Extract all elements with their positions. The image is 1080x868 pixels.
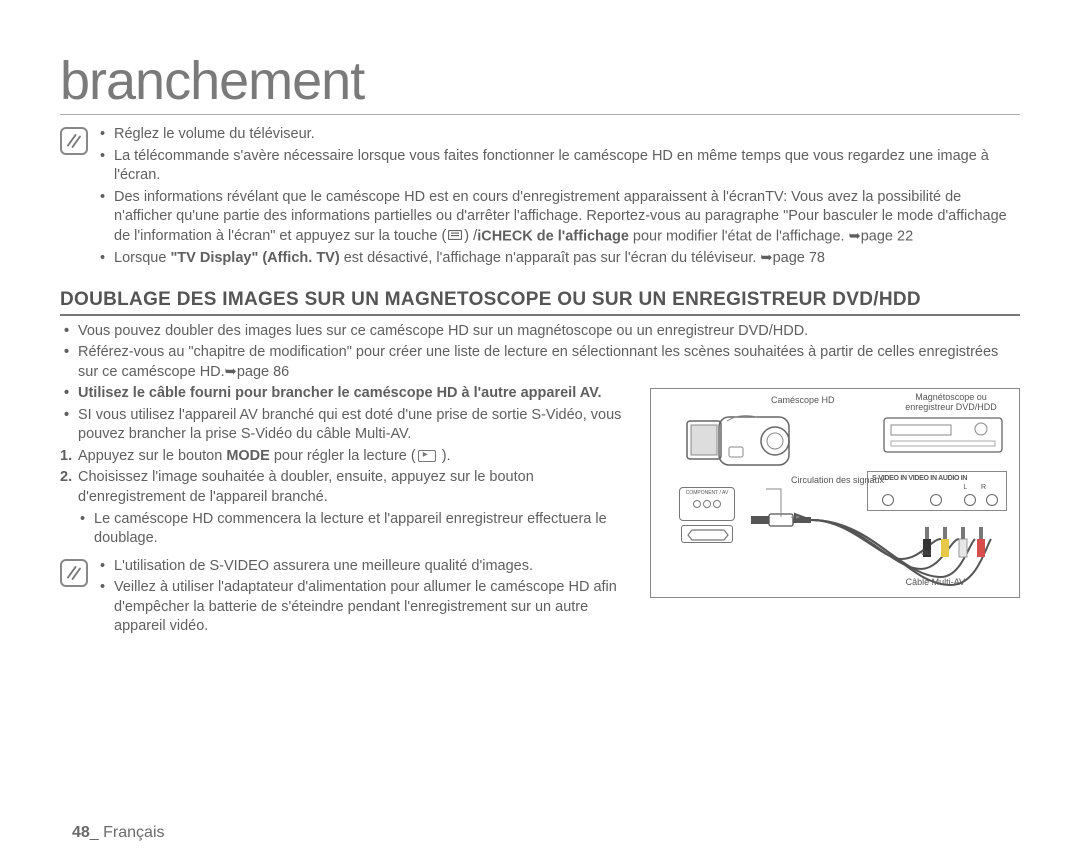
step-text: pour régler la lecture (: [270, 448, 416, 464]
note-item: Veillez à utiliser l'adaptateur d'alimen…: [100, 578, 636, 637]
step-2: Choisissez l'image souhaitée à doubler, …: [60, 468, 636, 507]
step-text: ).: [438, 448, 451, 464]
note-block-2: L'utilisation de S-VIDEO assurera une me…: [60, 557, 636, 639]
note-list-2: L'utilisation de S-VIDEO assurera une me…: [100, 557, 636, 639]
section-heading: DOUBLAGE DES IMAGES SUR UN MAGNETOSCOPE …: [60, 289, 1020, 316]
page-footer: 48_ Français: [72, 824, 165, 842]
note-item: Des informations révélant que le camésco…: [100, 188, 1020, 247]
main-left-col: Utilisez le câble fourni pour brancher l…: [60, 384, 636, 655]
note-block-1: Réglez le volume du téléviseur. La téléc…: [60, 125, 1020, 271]
body-item: SI vous utilisez l'appareil AV branché q…: [60, 406, 636, 445]
footer-lang: Français: [103, 824, 164, 841]
footer-sep: _: [90, 824, 103, 841]
note-bold: "TV Display" (Affich. TV): [170, 250, 339, 266]
note-bold: iCHECK de l'affichage: [477, 228, 629, 244]
note-text: est désactivé, l'affichage n'apparaît pa…: [340, 250, 825, 266]
page-title: branchement: [60, 50, 1020, 115]
step-bold: MODE: [226, 448, 270, 464]
note-item: L'utilisation de S-VIDEO assurera une me…: [100, 557, 636, 577]
note-item: La télécommande s'avère nécessaire lorsq…: [100, 147, 1020, 186]
note-list-1: Réglez le volume du téléviseur. La téléc…: [100, 125, 1020, 271]
note-icon: [60, 559, 88, 587]
step-text: Appuyez sur le bouton: [78, 448, 226, 464]
note-icon: [60, 127, 88, 155]
body-intro-list: Vous pouvez doubler des images lues sur …: [60, 322, 1020, 383]
step-1: Appuyez sur le bouton MODE pour régler l…: [60, 447, 636, 467]
display-icon: [448, 227, 462, 247]
note-item: Réglez le volume du téléviseur.: [100, 125, 1020, 145]
body-list: Utilisez le câble fourni pour brancher l…: [60, 384, 636, 549]
cable-path: [651, 389, 1021, 599]
play-mode-icon: [418, 450, 436, 462]
step-sub: Le caméscope HD commencera la lecture et…: [60, 510, 636, 549]
body-item: Référez-vous au "chapitre de modificatio…: [60, 343, 1020, 382]
connection-diagram: Caméscope HD Magnétoscope ou enregistreu…: [650, 388, 1020, 598]
body-item-bold: Utilisez le câble fourni pour brancher l…: [60, 384, 636, 404]
rca-plugs: [921, 527, 991, 561]
rca-plug: [959, 527, 967, 557]
page-number: 48: [72, 824, 90, 841]
main-row: Utilisez le câble fourni pour brancher l…: [60, 384, 1020, 655]
or-label: ou: [921, 547, 931, 557]
rca-plug: [977, 527, 985, 557]
note-text: pour modifier l'état de l'affichage. ➥pa…: [629, 228, 913, 244]
note-item: Lorsque "TV Display" (Affich. TV) est dé…: [100, 249, 1020, 269]
cable-label: Câble Multi-AV: [906, 577, 965, 587]
rca-plug: [941, 527, 949, 557]
note-text: Lorsque: [114, 250, 170, 266]
body-item: Vous pouvez doubler des images lues sur …: [60, 322, 1020, 342]
